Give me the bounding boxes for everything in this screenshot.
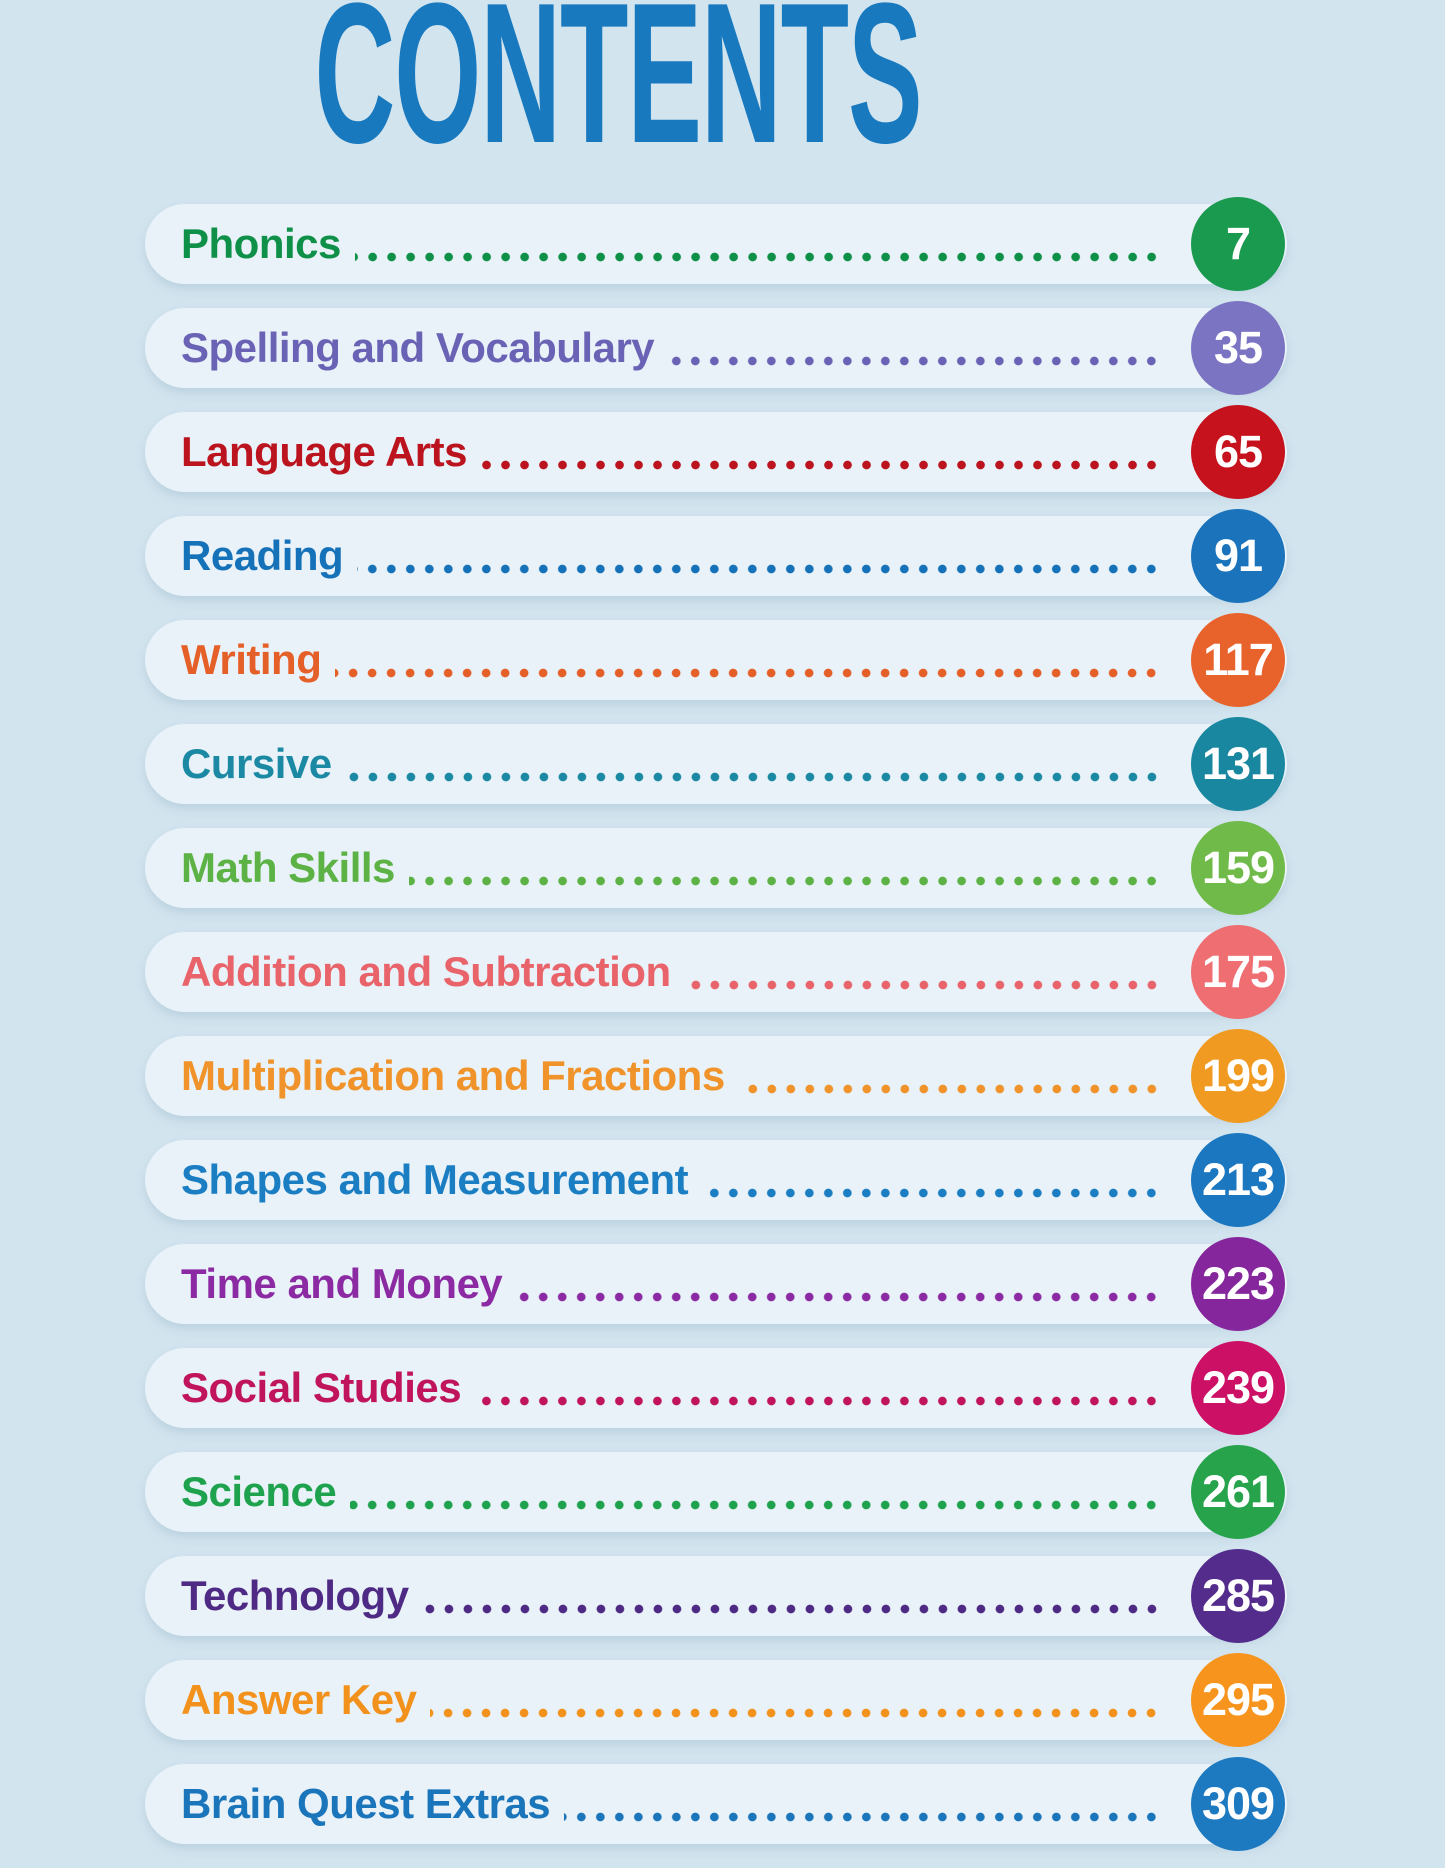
page-number-badge: 285 xyxy=(1191,1549,1285,1643)
dotted-leader xyxy=(480,460,1161,470)
toc-row-label: Shapes and Measurement xyxy=(181,1156,689,1203)
dotted-leader xyxy=(350,1500,1161,1510)
page-number-badge: 159 xyxy=(1191,821,1285,915)
page-number-badge: 7 xyxy=(1191,197,1285,291)
dotted-leader xyxy=(422,1604,1161,1614)
page-title: CONTENTS xyxy=(314,0,922,185)
toc-row-label: Time and Money xyxy=(181,1260,503,1307)
toc-row: Spelling and Vocabulary 35 xyxy=(145,301,1287,395)
toc-row: Technology 285 xyxy=(145,1549,1287,1643)
page-number-badge: 199 xyxy=(1191,1029,1285,1123)
page-number-badge: 91 xyxy=(1191,509,1285,603)
toc-row-label: Writing xyxy=(181,636,322,683)
toc-row-label: Spelling and Vocabulary xyxy=(181,324,655,371)
page-number-badge: 65 xyxy=(1191,405,1285,499)
dotted-leader xyxy=(668,356,1161,366)
toc-row: Reading 91 xyxy=(145,509,1287,603)
toc-row: Answer Key 295 xyxy=(145,1653,1287,1747)
toc-row-label: Reading xyxy=(181,532,344,579)
dotted-leader xyxy=(354,252,1161,262)
dotted-leader xyxy=(516,1292,1161,1302)
page-number-badge: 213 xyxy=(1191,1133,1285,1227)
page-number-badge: 295 xyxy=(1191,1653,1285,1747)
toc-row-label: Language Arts xyxy=(181,428,467,475)
dotted-leader xyxy=(357,564,1161,574)
dotted-leader xyxy=(684,980,1161,990)
toc-row: Phonics 7 xyxy=(145,197,1287,291)
page-number-badge: 239 xyxy=(1191,1341,1285,1435)
toc-row-label: Multiplication and Fractions xyxy=(181,1052,725,1099)
page-number-badge: 175 xyxy=(1191,925,1285,1019)
toc-row: Social Studies 239 xyxy=(145,1341,1287,1435)
page-number-badge: 309 xyxy=(1191,1757,1285,1851)
toc-row-label: Brain Quest Extras xyxy=(181,1780,551,1827)
toc-row: Math Skills 159 xyxy=(145,821,1287,915)
dotted-leader xyxy=(408,876,1161,886)
dotted-leader xyxy=(702,1188,1161,1198)
dotted-leader xyxy=(475,1396,1161,1406)
toc-row: Language Arts 65 xyxy=(145,405,1287,499)
toc-row: Writing 117 xyxy=(145,613,1287,707)
dotted-leader xyxy=(564,1812,1161,1822)
dotted-leader xyxy=(345,772,1161,782)
toc-row: Cursive 131 xyxy=(145,717,1287,811)
page-number-badge: 261 xyxy=(1191,1445,1285,1539)
dotted-leader xyxy=(335,668,1161,678)
toc-row-label: Technology xyxy=(181,1572,409,1619)
page-number-badge: 117 xyxy=(1191,613,1285,707)
toc-row-label: Cursive xyxy=(181,740,332,787)
dotted-leader xyxy=(430,1708,1161,1718)
toc-row-label: Answer Key xyxy=(181,1676,417,1723)
toc-row-label: Addition and Subtraction xyxy=(181,948,671,995)
dotted-leader xyxy=(738,1084,1161,1094)
toc-row: Addition and Subtraction 175 xyxy=(145,925,1287,1019)
toc-list: Phonics 7 Spelling and Vocabulary 35 Lan… xyxy=(145,197,1287,1868)
toc-row-label: Science xyxy=(181,1468,337,1515)
page-number-badge: 35 xyxy=(1191,301,1285,395)
page-number-badge: 131 xyxy=(1191,717,1285,811)
toc-row: Time and Money 223 xyxy=(145,1237,1287,1331)
toc-row-label: Math Skills xyxy=(181,844,395,891)
toc-row: Science 261 xyxy=(145,1445,1287,1539)
page-number-badge: 223 xyxy=(1191,1237,1285,1331)
toc-row: Shapes and Measurement 213 xyxy=(145,1133,1287,1227)
toc-row-label: Phonics xyxy=(181,220,341,267)
toc-row: Multiplication and Fractions 199 xyxy=(145,1029,1287,1123)
toc-row: Brain Quest Extras 309 xyxy=(145,1757,1287,1851)
toc-row-label: Social Studies xyxy=(181,1364,462,1411)
